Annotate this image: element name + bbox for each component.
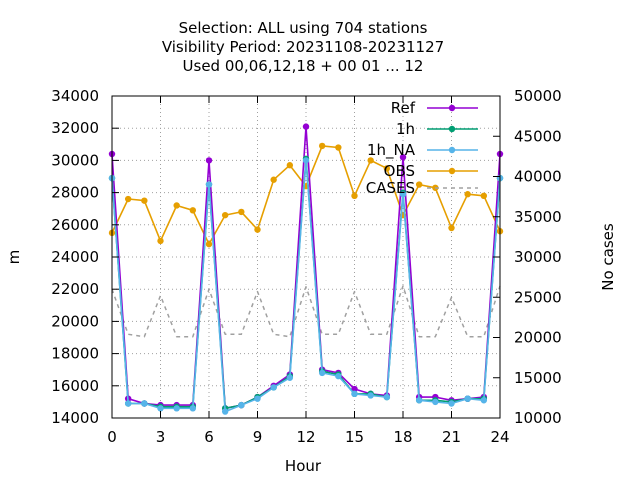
data-point-obs — [351, 192, 358, 200]
title-line-3: Used 00,06,12,18 + 00 01 ... 12 — [183, 57, 424, 75]
ticks: 0 3 6 9 12 15 18 21 24 14000 16000 18000 20000 22000 2… — [51, 87, 561, 446]
y2-tick-label: 10000 — [514, 409, 562, 427]
y2-tick-label: 15000 — [514, 369, 562, 387]
legend-marker-obs — [448, 167, 456, 175]
data-point-1h-na — [302, 157, 310, 164]
y2-tick-label: 40000 — [514, 168, 562, 186]
legend-label-ref: Ref — [391, 99, 416, 117]
data-point-obs — [173, 202, 180, 209]
data-point-obs — [141, 197, 148, 204]
y-tick-label: 22000 — [51, 280, 99, 298]
legend-label-1h-na: 1h_NA — [367, 141, 416, 160]
data-point-1h-na — [464, 395, 471, 402]
data-point-obs — [335, 144, 342, 151]
data-point-obs — [383, 165, 391, 172]
y-tick-label: 30000 — [51, 151, 99, 169]
data-point-obs — [254, 226, 261, 233]
data-point-obs — [270, 176, 277, 183]
x-axis-label: Hour — [285, 457, 322, 475]
data-point-1h-na — [480, 397, 488, 404]
data-point-obs — [480, 192, 488, 200]
y-tick-label: 26000 — [51, 216, 99, 234]
legend-marker-1h — [448, 125, 456, 133]
data-point-1h-na — [286, 374, 294, 381]
data-point-1h-na — [221, 408, 229, 415]
data-point-obs — [205, 240, 213, 248]
y2-tick-label: 30000 — [514, 248, 562, 266]
data-point-1h-na — [141, 400, 148, 407]
legend-label-obs: OBS — [384, 162, 415, 180]
x-tick-label: 15 — [345, 428, 364, 446]
x-tick-label: 18 — [393, 428, 412, 446]
data-point-obs — [286, 162, 294, 169]
data-point-1h-na — [399, 191, 407, 198]
data-point-ref — [205, 157, 213, 164]
data-point-ref — [399, 153, 407, 161]
data-point-obs — [367, 157, 374, 164]
grid — [112, 96, 500, 418]
x-tick-label: 6 — [204, 428, 214, 446]
legend-label-cases: CASES — [366, 179, 415, 197]
data-point-1h-na — [351, 390, 358, 398]
x-tick-label: 21 — [442, 428, 461, 446]
y-tick-label: 34000 — [51, 87, 99, 105]
data-point-1h-na — [383, 393, 391, 401]
y-tick-label: 28000 — [51, 184, 99, 202]
data-point-1h-na — [205, 181, 213, 188]
y-tick-label: 16000 — [51, 377, 99, 395]
data-point-ref — [302, 123, 310, 130]
y-tick-label: 32000 — [51, 119, 99, 137]
y-tick-label: 14000 — [51, 409, 99, 427]
data-point-1h-na — [432, 398, 439, 406]
x-tick-label: 3 — [156, 428, 166, 446]
title-line-1: Selection: ALL using 704 stations — [179, 19, 428, 37]
data-point-1h-na — [254, 395, 261, 402]
series-line-cases — [111, 285, 501, 338]
series-line-1h-na — [111, 159, 501, 413]
data-point-1h-na — [238, 401, 245, 409]
data-point-obs — [189, 207, 197, 214]
x-tick-label: 0 — [107, 428, 117, 446]
x-tick-label: 12 — [296, 428, 315, 446]
data-point-1h-na — [157, 405, 164, 412]
data-point-obs — [157, 237, 164, 245]
legend-marker-ref — [448, 104, 456, 112]
y-axis-label: m — [5, 250, 23, 265]
y-tick-label: 20000 — [51, 312, 99, 330]
legend-marker-1h-na — [448, 146, 456, 154]
legend-label-1h: 1h — [396, 120, 415, 138]
y2-tick-label: 45000 — [514, 127, 562, 145]
data-point-obs — [221, 211, 229, 219]
data-point-1h-na — [173, 405, 180, 412]
data-point-obs — [318, 142, 326, 150]
data-point-1h-na — [270, 384, 277, 391]
data-point-ref — [351, 385, 358, 393]
x-tick-label: 24 — [490, 428, 509, 446]
y-tick-label: 18000 — [51, 345, 99, 363]
y2-tick-label: 50000 — [514, 87, 562, 105]
data-point-obs — [448, 224, 455, 232]
series-layer — [108, 123, 504, 415]
data-point-obs — [124, 195, 132, 203]
y2-tick-label: 20000 — [514, 329, 562, 347]
y2-tick-label: 25000 — [514, 288, 562, 306]
data-point-1h-na — [415, 397, 423, 404]
y-tick-label: 24000 — [51, 248, 99, 266]
x-tick-label: 9 — [253, 428, 263, 446]
data-point-obs — [238, 208, 245, 216]
data-point-1h-na — [448, 400, 455, 407]
data-point-1h-na — [367, 392, 374, 399]
y2-axis-label: No cases — [599, 223, 617, 291]
data-point-obs — [464, 191, 471, 198]
chart-title: Selection: ALL using 704 stations Visibi… — [162, 19, 444, 75]
data-point-1h-na — [335, 372, 342, 380]
data-point-obs — [415, 181, 423, 188]
data-point-1h-na — [318, 369, 326, 377]
y2-tick-label: 35000 — [514, 208, 562, 226]
title-line-2: Visibility Period: 20231108-20231127 — [162, 38, 444, 56]
data-point-1h-na — [189, 405, 197, 412]
data-point-1h-na — [124, 400, 132, 407]
